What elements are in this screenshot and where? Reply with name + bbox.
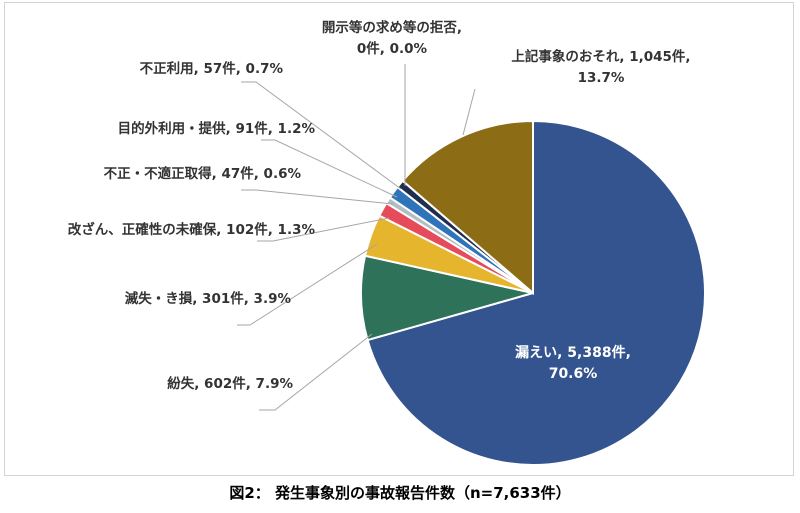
slice-label-8: 開示等の求め等の拒否, 0件, 0.0%: [322, 19, 462, 57]
pie-slice-1: [366, 119, 706, 466]
leader-line-2: [259, 333, 373, 411]
pie-slice-9: [401, 119, 534, 296]
chart-frame: 漏えい, 5,388件, 70.6% 紛失, 602件, 7.9% 滅失・き損, 30…: [4, 2, 794, 476]
slice-label-5: 不正・不適正取得, 47件, 0.6%: [104, 165, 302, 182]
slice-label-7: 不正利用, 57件, 0.7%: [140, 60, 284, 77]
figure-caption: 図2： 発生事象別の事故報告件数（n=7,633件）: [229, 484, 571, 502]
slice-label-1: 漏えい, 5,388件, 70.6%: [515, 344, 631, 382]
leader-line-4: [257, 217, 390, 242]
slice-label-3: 滅失・き損, 301件, 3.9%: [125, 290, 292, 307]
leader-line-6: [261, 139, 398, 198]
slice-label-6: 目的外利用・提供, 91件, 1.2%: [118, 120, 316, 137]
pie-chart: 漏えい, 5,388件, 70.6% 紛失, 602件, 7.9% 滅失・き損, 30…: [68, 19, 706, 466]
slice-label-2: 紛失, 602件, 7.9%: [167, 375, 293, 392]
leader-line-3: [237, 243, 378, 326]
leader-line-9: [462, 88, 476, 136]
slice-label-9: 上記事象のおそれ, 1,045件, 13.7%: [511, 48, 690, 86]
leader-line-7: [241, 81, 402, 190]
slice-label-4: 改ざん、正確性の未確保, 102件, 1.3%: [68, 221, 316, 238]
leader-line-5: [241, 189, 394, 205]
